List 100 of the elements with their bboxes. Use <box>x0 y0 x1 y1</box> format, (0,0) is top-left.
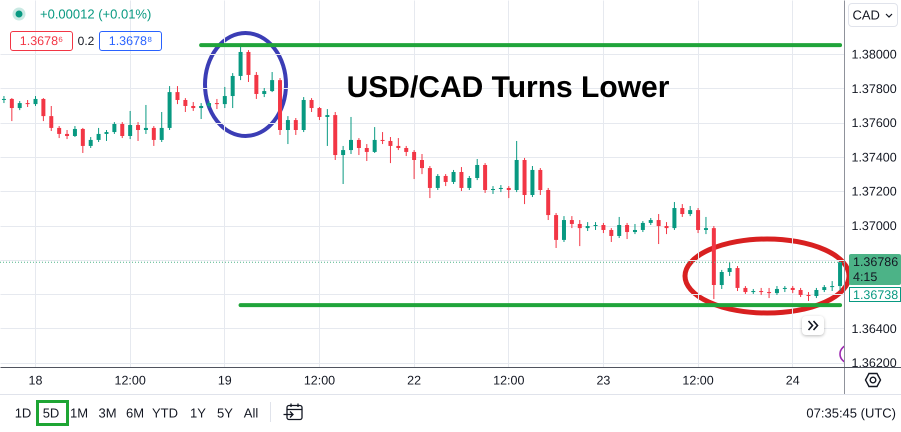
candlestick <box>656 214 661 245</box>
candlestick <box>475 158 480 181</box>
candlestick <box>325 108 330 146</box>
candlestick <box>420 154 424 175</box>
y-tick-label: 1.37800 <box>852 82 897 96</box>
candlestick <box>467 175 472 191</box>
candlestick <box>428 166 432 199</box>
candlestick <box>838 261 842 292</box>
candlestick <box>246 50 250 82</box>
candlestick <box>444 174 448 187</box>
candlestick <box>372 126 377 154</box>
candlestick <box>459 166 464 192</box>
candlestick <box>317 106 322 121</box>
candlestick <box>104 129 108 142</box>
y-axis-title: CAD <box>852 8 880 22</box>
candlestick <box>356 138 361 156</box>
candlestick <box>175 86 180 105</box>
x-tick-label: 12:00 <box>682 374 714 388</box>
candlestick <box>349 116 354 155</box>
candlestick <box>136 122 140 142</box>
candlestick <box>404 145 408 157</box>
candlestick <box>96 127 101 142</box>
text: 1Y <box>190 406 206 420</box>
candlestick <box>680 204 684 218</box>
annotation: 1.3678⁸ <box>108 34 152 48</box>
candlestick <box>72 126 77 138</box>
candlestick <box>798 287 803 298</box>
text: 1.36738 <box>853 287 898 302</box>
candlestick <box>570 216 574 229</box>
candlestick <box>396 138 400 151</box>
candlestick <box>310 98 314 112</box>
text: 5Y <box>217 406 233 420</box>
candlestick <box>814 287 818 299</box>
candlestick <box>286 116 290 145</box>
candlestick <box>767 287 772 299</box>
candlestick <box>120 122 124 139</box>
candlestick <box>10 98 14 122</box>
text: 4:15 <box>853 270 878 284</box>
candlestick <box>199 102 204 120</box>
candlestick <box>341 145 346 185</box>
candlestick <box>388 136 392 164</box>
candlestick <box>364 144 369 162</box>
candlestick <box>380 132 385 145</box>
candlestick <box>720 269 724 290</box>
candlestick <box>578 220 582 247</box>
y-tick-label: 1.36400 <box>852 322 897 336</box>
candlestick <box>704 216 708 235</box>
text: 1D <box>14 406 32 420</box>
candlestick <box>49 105 54 132</box>
candlestick <box>183 98 188 112</box>
candlestick <box>412 150 416 180</box>
candlestick <box>270 72 274 93</box>
y-tick-label: 1.37600 <box>852 116 897 130</box>
candlestick <box>33 96 38 106</box>
x-tick-label: 24 <box>786 374 800 388</box>
candlestick <box>41 98 46 122</box>
x-tick-label: 12:00 <box>114 374 146 388</box>
candlestick <box>640 220 645 233</box>
candlestick <box>112 122 116 134</box>
candlestick <box>625 222 630 240</box>
y-tick-label: 1.37200 <box>852 184 897 199</box>
y-tick-label: 1.37400 <box>852 150 897 164</box>
text: 6M <box>126 406 144 420</box>
y-tick-label: 1.37000 <box>852 219 897 234</box>
candlestick <box>160 111 164 142</box>
candlestick <box>128 110 132 140</box>
candlestick <box>222 86 227 109</box>
candlestick <box>736 265 740 292</box>
candlestick <box>18 100 22 111</box>
candlestick <box>88 136 93 148</box>
candlestick <box>617 216 622 239</box>
candlestick <box>609 228 614 242</box>
candlestick <box>262 87 266 98</box>
y-tick-label: 1.38000 <box>852 48 897 62</box>
candlestick <box>538 168 542 196</box>
candlestick <box>254 72 258 100</box>
x-tick-label: 23 <box>596 374 610 388</box>
x-tick-label: 12:00 <box>304 374 336 388</box>
x-tick-label: 12:00 <box>493 374 524 388</box>
text: YTD <box>152 406 178 420</box>
candlestick <box>696 208 700 234</box>
candlestick <box>672 202 676 230</box>
candlestick <box>65 129 70 140</box>
candlestick <box>294 117 298 136</box>
text: 1M <box>70 406 88 420</box>
text: 3M <box>98 406 117 420</box>
candlestick <box>830 280 834 292</box>
candlestick <box>452 169 456 185</box>
candlestick <box>632 223 637 235</box>
candlestick <box>144 104 148 134</box>
annotation: 0.2 <box>78 34 94 48</box>
candlestick <box>80 127 85 154</box>
candlestick <box>230 72 235 109</box>
candlestick <box>506 186 511 199</box>
candlestick <box>562 216 566 242</box>
text: USD/CAD Turns Lower <box>346 71 670 104</box>
text: 07:35:45 (UTC) <box>806 406 896 420</box>
text: All <box>244 406 258 420</box>
candlestick <box>436 174 440 191</box>
x-tick-label: 18 <box>28 374 42 388</box>
